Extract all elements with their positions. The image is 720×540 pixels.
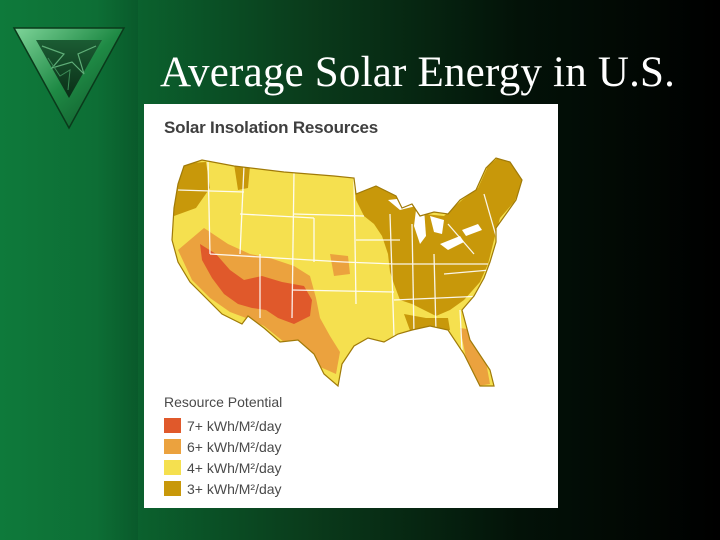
us-outline	[171, 157, 523, 388]
solar-map-panel: Solar Insolation Resources	[144, 104, 558, 508]
legend-item-6plus: 6+ kWh/M²/day	[164, 436, 282, 457]
state-borders	[177, 161, 497, 351]
legend-item-7plus: 7+ kWh/M²/day	[164, 415, 282, 436]
legend-swatch	[164, 460, 181, 475]
legend-label: 7+ kWh/M²/day	[187, 417, 282, 434]
green-marble-triangle-logo	[12, 27, 126, 130]
legend-swatch	[164, 439, 181, 454]
legend-swatch	[164, 481, 181, 496]
legend-title: Resource Potential	[164, 394, 283, 410]
slide-title: Average Solar Energy in U.S.	[160, 49, 676, 96]
legend-label: 4+ kWh/M²/day	[187, 459, 282, 476]
legend-label: 6+ kWh/M²/day	[187, 438, 282, 455]
legend-label: 3+ kWh/M²/day	[187, 480, 282, 497]
map-heading: Solar Insolation Resources	[164, 118, 378, 137]
map-legend: Resource Potential 7+ kWh/M²/day 6+ kWh/…	[164, 394, 282, 499]
legend-swatch	[164, 418, 181, 433]
legend-item-3plus: 3+ kWh/M²/day	[164, 478, 282, 499]
us-solar-map	[171, 157, 523, 388]
zone-7plus	[200, 244, 312, 324]
legend-item-4plus: 4+ kWh/M²/day	[164, 457, 282, 478]
